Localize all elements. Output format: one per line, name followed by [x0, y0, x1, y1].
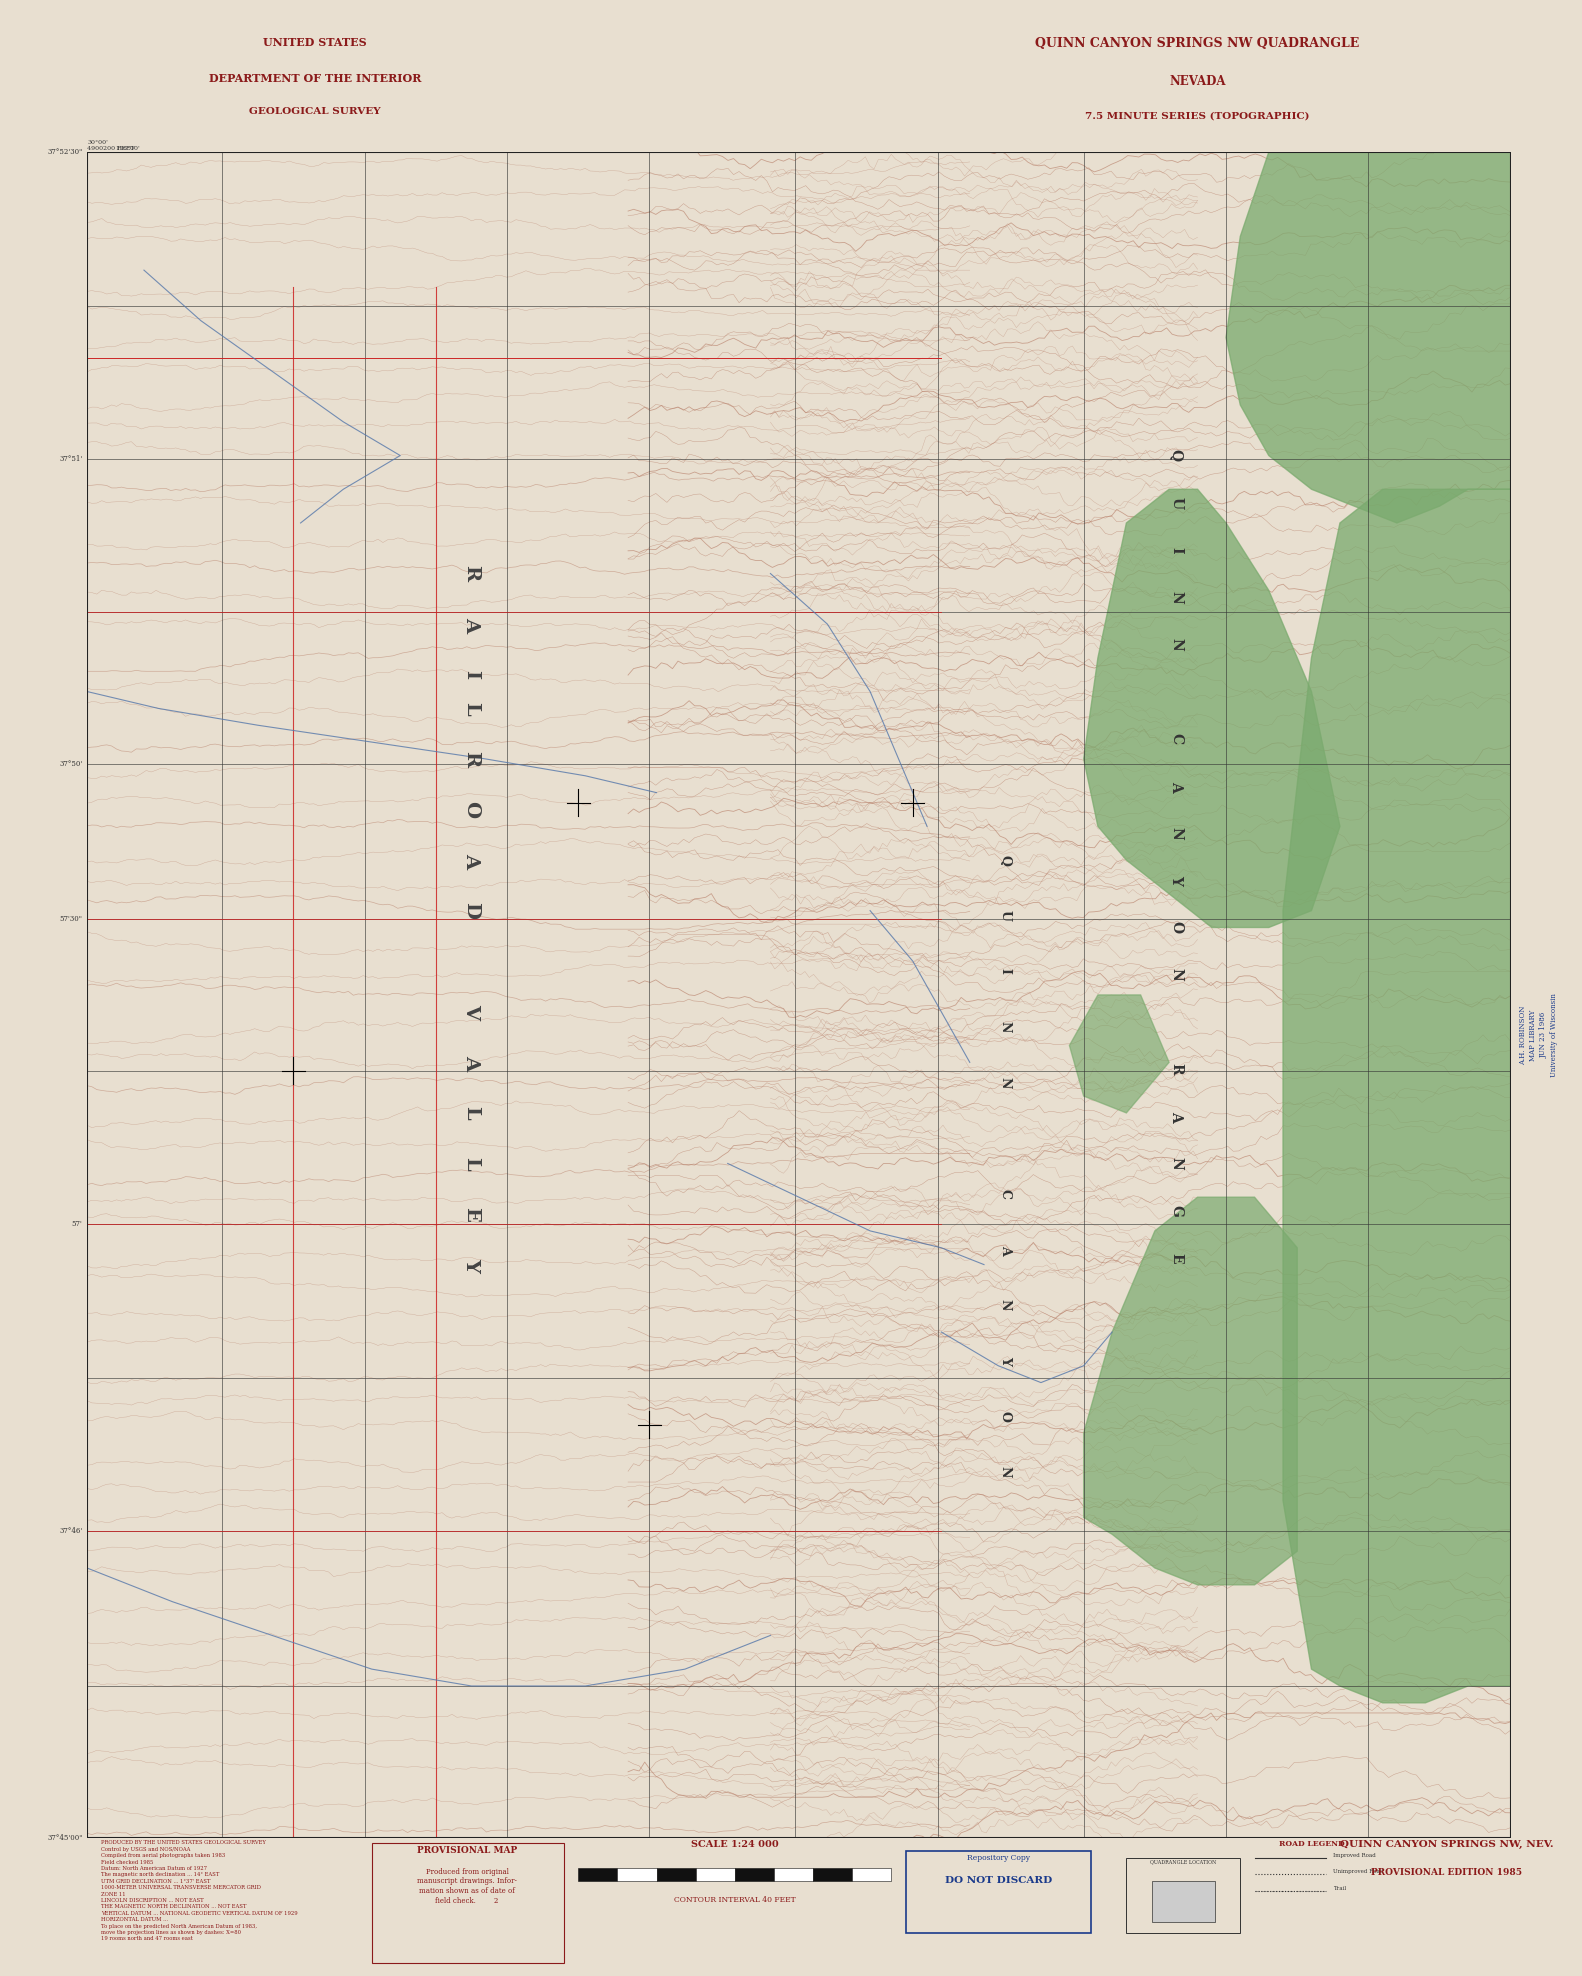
Text: A.H. ROBINSON
MAP LIBRARY
JUN 23 1986
University of Wisconsin: A.H. ROBINSON MAP LIBRARY JUN 23 1986 Un…	[1519, 992, 1558, 1077]
Text: D: D	[462, 903, 481, 919]
Bar	[1126, 1857, 1240, 1933]
Text: Improved Road: Improved Road	[1334, 1853, 1376, 1857]
Text: 57'30": 57'30"	[60, 915, 82, 923]
Text: Q: Q	[1169, 449, 1183, 462]
Text: N: N	[998, 1077, 1012, 1089]
Text: A: A	[1169, 781, 1183, 790]
Text: QUINN CANYON SPRINGS NW QUADRANGLE: QUINN CANYON SPRINGS NW QUADRANGLE	[1036, 38, 1359, 49]
Text: Unimproved Road: Unimproved Road	[1334, 1869, 1383, 1875]
Text: 37°46': 37°46'	[60, 1527, 82, 1535]
Text: V: V	[462, 1004, 481, 1020]
Text: Q: Q	[998, 856, 1012, 865]
Text: 37°45'00": 37°45'00"	[47, 1834, 82, 1842]
Polygon shape	[1226, 152, 1511, 524]
Text: N: N	[998, 1022, 1012, 1033]
Text: ROAD LEGEND: ROAD LEGEND	[1278, 1840, 1345, 1848]
Text: O: O	[1169, 921, 1183, 933]
Text: Y: Y	[1169, 875, 1183, 885]
Text: C: C	[998, 1190, 1012, 1199]
Text: O: O	[462, 800, 481, 818]
Text: N: N	[1169, 1158, 1183, 1170]
Text: GEOLOGICAL SURVEY: GEOLOGICAL SURVEY	[248, 107, 381, 117]
Text: A: A	[998, 1245, 1012, 1255]
Text: NEVADA: NEVADA	[1169, 75, 1226, 89]
Text: Repository Copy: Repository Copy	[967, 1853, 1030, 1861]
Text: 57': 57'	[71, 1219, 82, 1229]
Polygon shape	[1283, 490, 1511, 1703]
Text: CONTOUR INTERVAL 40 FEET: CONTOUR INTERVAL 40 FEET	[674, 1897, 796, 1905]
Text: U: U	[998, 911, 1012, 921]
Text: PROVISIONAL MAP: PROVISIONAL MAP	[418, 1846, 517, 1855]
Text: Produced from original
manuscript drawings. Infor-
mation shown as of date of
fi: Produced from original manuscript drawin…	[418, 1867, 517, 1905]
Text: L: L	[462, 1156, 481, 1170]
Bar	[657, 1867, 696, 1881]
Bar	[1152, 1881, 1215, 1923]
Text: Y: Y	[998, 1356, 1012, 1365]
Text: 37°52'30": 37°52'30"	[47, 148, 82, 156]
Text: C: C	[1169, 733, 1183, 745]
Text: I: I	[998, 968, 1012, 974]
Text: I: I	[462, 670, 481, 680]
Bar	[617, 1867, 657, 1881]
Text: A: A	[462, 1055, 481, 1069]
Text: 37°51': 37°51'	[60, 454, 82, 462]
Text: QUADRANGLE LOCATION: QUADRANGLE LOCATION	[1150, 1859, 1217, 1865]
Text: QUINN CANYON SPRINGS NW, NEV.: QUINN CANYON SPRINGS NW, NEV.	[1340, 1840, 1554, 1850]
Text: Trail: Trail	[1334, 1885, 1346, 1891]
Text: R: R	[462, 565, 481, 581]
Text: 116°00': 116°00'	[115, 146, 141, 150]
Text: L: L	[462, 1107, 481, 1120]
Text: I: I	[1169, 547, 1183, 553]
Text: 37°50': 37°50'	[60, 761, 82, 769]
Text: A: A	[462, 617, 481, 632]
Polygon shape	[1069, 996, 1169, 1112]
Text: PRODUCED BY THE UNITED STATES GEOLOGICAL SURVEY
Control by USGS and NOS/NOAA
Com: PRODUCED BY THE UNITED STATES GEOLOGICAL…	[101, 1840, 297, 1940]
Text: 7.5 MINUTE SERIES (TOPOGRAPHIC): 7.5 MINUTE SERIES (TOPOGRAPHIC)	[1085, 111, 1310, 121]
Text: 30°00'
4900200 FEET: 30°00' 4900200 FEET	[87, 140, 134, 150]
Text: R: R	[1169, 1063, 1183, 1075]
Bar	[813, 1867, 853, 1881]
Text: DO NOT DISCARD: DO NOT DISCARD	[944, 1875, 1052, 1885]
Text: G: G	[1169, 1205, 1183, 1217]
Text: A: A	[462, 852, 481, 867]
Bar	[774, 1867, 813, 1881]
Text: Y: Y	[462, 1257, 481, 1273]
Bar	[372, 1844, 563, 1962]
Polygon shape	[1084, 1197, 1297, 1585]
Text: N: N	[998, 1300, 1012, 1310]
Bar	[579, 1867, 617, 1881]
Text: PROVISIONAL EDITION 1985: PROVISIONAL EDITION 1985	[1372, 1867, 1522, 1877]
Text: N: N	[1169, 826, 1183, 840]
Polygon shape	[1084, 490, 1340, 927]
Text: DEPARTMENT OF THE INTERIOR: DEPARTMENT OF THE INTERIOR	[209, 73, 421, 83]
Bar	[905, 1852, 1092, 1933]
Text: O: O	[998, 1411, 1012, 1423]
Text: A: A	[1169, 1111, 1183, 1122]
Text: N: N	[1169, 638, 1183, 650]
Text: L: L	[462, 701, 481, 715]
Text: SCALE 1:24 000: SCALE 1:24 000	[691, 1840, 778, 1850]
Text: U: U	[1169, 496, 1183, 508]
Bar	[696, 1867, 734, 1881]
Text: R: R	[462, 751, 481, 767]
Text: N: N	[998, 1466, 1012, 1478]
Text: E: E	[1169, 1253, 1183, 1263]
Text: N: N	[1169, 591, 1183, 603]
Text: N: N	[1169, 968, 1183, 980]
Bar	[853, 1867, 892, 1881]
Text: E: E	[462, 1207, 481, 1221]
Text: UNITED STATES: UNITED STATES	[263, 38, 367, 47]
Bar	[734, 1867, 774, 1881]
